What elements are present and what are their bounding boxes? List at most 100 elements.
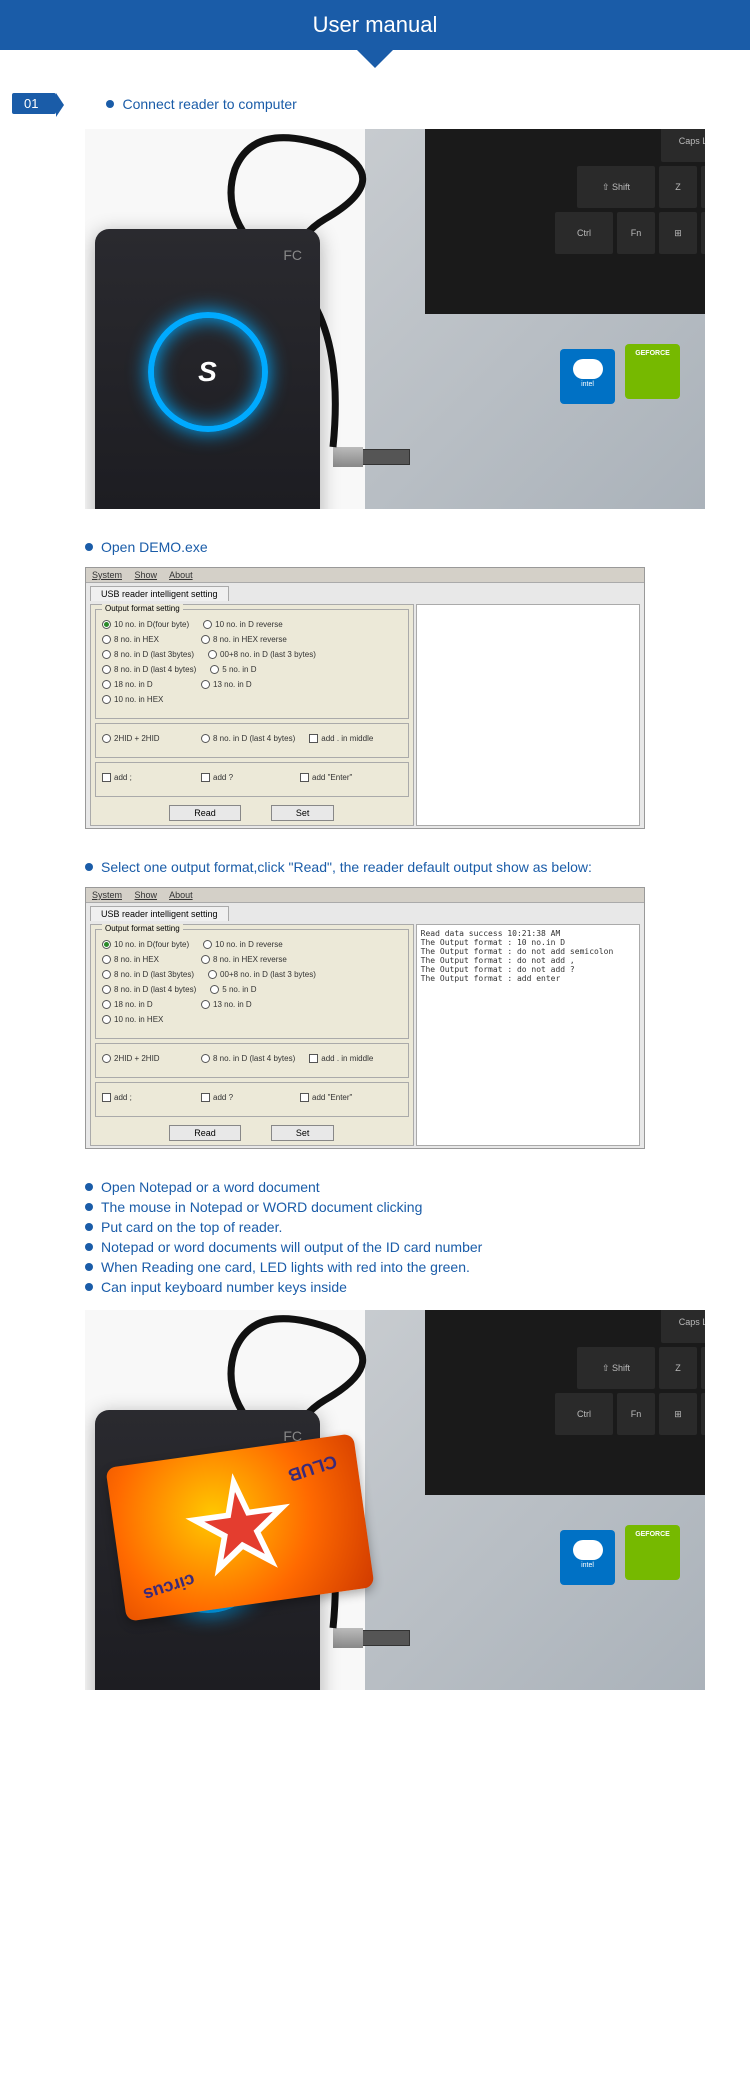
set-button[interactable]: Set	[271, 805, 335, 821]
radio-2hid[interactable]: 2HID + 2HID	[102, 1054, 187, 1063]
radio-icon	[102, 665, 111, 674]
key-win: ⊞	[659, 212, 697, 254]
check-addenter[interactable]: add "Enter"	[300, 773, 385, 782]
radio-8d4b[interactable]: 8 no. in D (last 4 bytes)	[201, 734, 295, 743]
key-a: A	[701, 1393, 705, 1435]
sw-output-panel	[416, 604, 640, 826]
check-addsemi[interactable]: add ;	[102, 1093, 187, 1102]
radio-8d4b[interactable]: 8 no. in D (last 4 bytes)	[201, 1054, 295, 1063]
radio-icon	[102, 940, 111, 949]
radio-icon	[102, 734, 111, 743]
group-title: Output format setting	[102, 924, 183, 933]
radio-8d3[interactable]: 8 no. in D (last 3bytes)	[102, 970, 194, 979]
radio-10hex[interactable]: 10 no. in HEX	[102, 1015, 187, 1024]
radio-10d[interactable]: 10 no. in D(four byte)	[102, 620, 189, 629]
header-pointer	[357, 50, 393, 68]
key-ctrl: Ctrl	[555, 1393, 613, 1435]
read-button[interactable]: Read	[169, 805, 241, 821]
radio-2hid[interactable]: 2HID + 2HID	[102, 734, 187, 743]
radio-10drev[interactable]: 10 no. in D reverse	[203, 940, 288, 949]
software-screenshot-2: System Show About USB reader intelligent…	[85, 887, 645, 1149]
usb-plug	[333, 1628, 363, 1648]
laptop-body: Caps Lock ⇧ Shift Z X Ctrl Fn ⊞ A intel …	[365, 129, 705, 509]
bullet-text: Connect reader to computer	[122, 96, 296, 112]
bullet-text: Can input keyboard number keys inside	[101, 1279, 347, 1295]
rfid-reader-device: FC S RFID Reader	[95, 229, 320, 509]
bullet-dot-icon	[85, 1183, 93, 1191]
key-win: ⊞	[659, 1393, 697, 1435]
sw-output-panel: Read data success 10:21:38 AMThe Output …	[416, 924, 640, 1146]
checkbox-icon	[102, 1093, 111, 1102]
radio-icon	[102, 985, 111, 994]
radio-18d[interactable]: 18 no. in D	[102, 1000, 187, 1009]
menu-system[interactable]: System	[92, 890, 122, 900]
photo-reader-card-laptop: Caps Lock ⇧ Shift Z X Ctrl Fn ⊞ A intel …	[85, 1310, 705, 1690]
sw-tab[interactable]: USB reader intelligent setting	[90, 586, 229, 601]
radio-13d[interactable]: 13 no. in D	[201, 680, 286, 689]
menu-show[interactable]: Show	[135, 570, 158, 580]
radio-8hexrev[interactable]: 8 no. in HEX reverse	[201, 635, 287, 644]
radio-icon	[203, 940, 212, 949]
read-button[interactable]: Read	[169, 1125, 241, 1141]
software-screenshot-1: System Show About USB reader intelligent…	[85, 567, 645, 829]
key-z: Z	[659, 1347, 697, 1389]
radio-8d4[interactable]: 8 no. in D (last 4 bytes)	[102, 665, 196, 674]
bullet-line: Open Notepad or a word document	[85, 1179, 750, 1195]
radio-5d[interactable]: 5 no. in D	[210, 665, 295, 674]
set-button[interactable]: Set	[271, 1125, 335, 1141]
radio-icon	[102, 1000, 111, 1009]
check-addmid[interactable]: add . in middle	[309, 1054, 394, 1063]
bullet-text: Notepad or word documents will output of…	[101, 1239, 482, 1255]
suffix-group: add ; add ? add "Enter"	[95, 762, 409, 797]
key-shift: ⇧ Shift	[577, 1347, 655, 1389]
bullet-dot-icon	[106, 100, 114, 108]
check-addenter[interactable]: add "Enter"	[300, 1093, 385, 1102]
check-addsemi[interactable]: add ;	[102, 773, 187, 782]
intel-sticker: intel	[560, 1530, 615, 1585]
laptop-body: Caps Lock ⇧ Shift Z X Ctrl Fn ⊞ A intel …	[365, 1310, 705, 1690]
radio-8hexrev[interactable]: 8 no. in HEX reverse	[201, 955, 287, 964]
menu-system[interactable]: System	[92, 570, 122, 580]
radio-8d3[interactable]: 8 no. in D (last 3bytes)	[102, 650, 194, 659]
key-capslock: Caps Lock	[661, 1310, 705, 1343]
menu-show[interactable]: Show	[135, 890, 158, 900]
sw-tab[interactable]: USB reader intelligent setting	[90, 906, 229, 921]
key-x: X	[701, 1347, 705, 1389]
check-addq[interactable]: add ?	[201, 773, 286, 782]
check-addmid[interactable]: add . in middle	[309, 734, 394, 743]
radio-13d[interactable]: 13 no. in D	[201, 1000, 286, 1009]
menu-about[interactable]: About	[169, 890, 193, 900]
keyboard: Caps Lock ⇧ Shift Z X Ctrl Fn ⊞ A	[425, 129, 705, 314]
radio-8hex[interactable]: 8 no. in HEX	[102, 955, 187, 964]
radio-10d[interactable]: 10 no. in D(four byte)	[102, 940, 189, 949]
checkbox-icon	[309, 734, 318, 743]
bullet-dot-icon	[85, 1263, 93, 1271]
radio-8hex[interactable]: 8 no. in HEX	[102, 635, 187, 644]
radio-icon	[210, 665, 219, 674]
bullet-dot-icon	[85, 543, 93, 551]
radio-10hex[interactable]: 10 no. in HEX	[102, 695, 187, 704]
radio-icon	[102, 695, 111, 704]
key-z: Z	[659, 166, 697, 208]
button-row: Read Set	[95, 805, 409, 821]
radio-18d[interactable]: 18 no. in D	[102, 680, 187, 689]
radio-8d4[interactable]: 8 no. in D (last 4 bytes)	[102, 985, 196, 994]
bullets-group: Open Notepad or a word document The mous…	[0, 1179, 750, 1295]
bullet-line: The mouse in Notepad or WORD document cl…	[85, 1199, 750, 1215]
photo-reader-laptop: Caps Lock ⇧ Shift Z X Ctrl Fn ⊞ A intel …	[85, 129, 705, 509]
menu-about[interactable]: About	[169, 570, 193, 580]
radio-10drev[interactable]: 10 no. in D reverse	[203, 620, 288, 629]
star-icon	[178, 1465, 302, 1589]
check-addq[interactable]: add ?	[201, 1093, 286, 1102]
radio-008d3[interactable]: 00+8 no. in D (last 3 bytes)	[208, 970, 316, 979]
hid-group: 2HID + 2HID 8 no. in D (last 4 bytes) add …	[95, 1043, 409, 1078]
step-badge-text: 01	[24, 96, 38, 111]
bullet-text: Put card on the top of reader.	[101, 1219, 282, 1235]
radio-008d3[interactable]: 00+8 no. in D (last 3 bytes)	[208, 650, 316, 659]
checkbox-icon	[102, 773, 111, 782]
step-row: 01 Connect reader to computer	[12, 93, 750, 114]
radio-icon	[102, 970, 111, 979]
radio-5d[interactable]: 5 no. in D	[210, 985, 295, 994]
radio-icon	[102, 620, 111, 629]
bullet-line: Select one output format,click "Read", t…	[85, 859, 750, 875]
